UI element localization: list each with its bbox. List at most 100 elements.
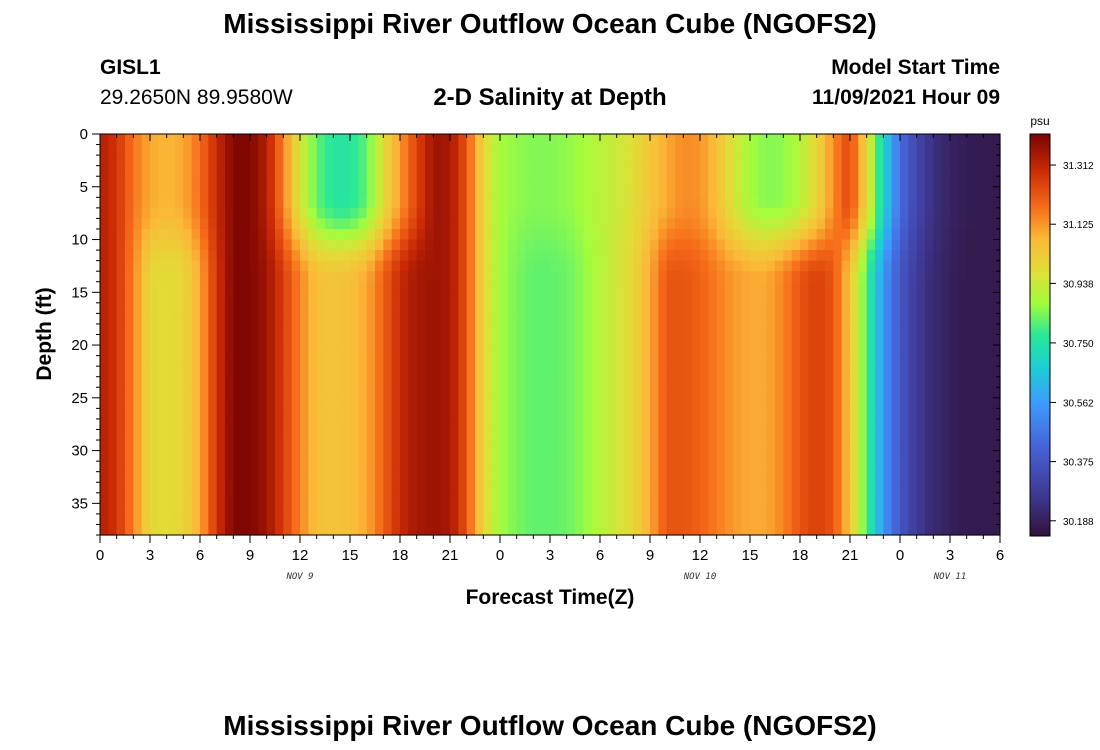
heatmap-cell [758,471,768,483]
heatmap-cell [141,524,151,536]
heatmap-cell [116,408,126,420]
heatmap-cell [333,513,343,526]
heatmap-cell [100,429,109,441]
y-tick-label: 15 [71,284,88,301]
heatmap-cell [641,376,651,388]
heatmap-cell [558,218,568,230]
heatmap-cell [808,440,818,452]
heatmap-cell [300,218,309,230]
heatmap-cell [541,450,551,462]
heatmap-cell [858,197,868,209]
heatmap-cell [333,418,343,431]
heatmap-cell [208,292,218,304]
heatmap-cell [775,260,784,272]
heatmap-cell [641,281,651,293]
heatmap-cell [366,250,376,262]
heatmap-cell [508,345,518,357]
heatmap-cell [141,513,151,526]
heatmap-cell [133,366,143,378]
heatmap-cell [941,228,951,241]
heatmap-cell [100,176,109,188]
heatmap-cell [916,165,926,177]
heatmap-cell [350,408,359,420]
heatmap-cell [650,155,659,167]
heatmap-cell [950,440,959,452]
heatmap-cell [925,281,934,293]
heatmap-cell [266,408,276,420]
heatmap-cell [791,134,801,146]
heatmap-cell [191,376,201,388]
heatmap-cell [300,376,309,388]
heatmap-cell [641,271,651,283]
heatmap-cell [525,492,534,504]
heatmap-cell [966,503,976,515]
heatmap-cell [550,207,559,220]
heatmap-cell [416,292,426,304]
heatmap-cell [733,355,743,367]
heatmap-cell [866,260,876,272]
heatmap-cell [758,271,768,283]
heatmap-cell [825,302,834,314]
heatmap-cell [700,165,709,177]
heatmap-cell [266,186,276,198]
heatmap-cell [183,429,193,441]
heatmap-cell [683,376,693,388]
heatmap-cell [808,345,818,357]
heatmap-cell [475,292,484,304]
heatmap-cell [475,461,484,473]
heatmap-cell [458,176,468,188]
heatmap-cell [125,313,134,325]
heatmap-cell [675,323,684,336]
heatmap-cell [825,461,834,473]
heatmap-cell [391,418,401,431]
heatmap-cell [758,450,768,462]
heatmap-cell [783,197,793,209]
heatmap-cell [416,186,426,198]
heatmap-cell [333,292,343,304]
heatmap-cell [583,260,593,272]
heatmap-cell [550,197,559,209]
heatmap-cell [500,461,509,473]
heatmap-cell [600,250,609,262]
heatmap-cell [425,218,434,230]
heatmap-cell [883,271,893,283]
heatmap-cell [150,186,159,198]
heatmap-cell [350,313,359,325]
heatmap-cell [891,397,901,409]
heatmap-cell [533,176,543,188]
heatmap-cell [566,450,576,462]
heatmap-cell [108,228,118,241]
heatmap-cell [841,376,851,388]
heatmap-cell [541,134,551,146]
heatmap-cell [741,408,751,420]
heatmap-cell [466,387,476,399]
heatmap-cell [525,376,534,388]
heatmap-cell [516,482,526,494]
heatmap-cell [583,450,593,462]
heatmap-cell [866,186,876,198]
heatmap-cell [416,461,426,473]
heatmap-cell [700,492,709,504]
heatmap-cell [250,302,259,314]
heatmap-cell [791,218,801,230]
heatmap-cell [233,524,243,536]
heatmap-cell [850,450,859,462]
heatmap-cell [991,228,1001,241]
heatmap-cell [525,239,534,251]
heatmap-cell [725,302,734,314]
heatmap-cell [483,239,493,251]
heatmap-cell [908,260,918,272]
heatmap-cell [275,292,284,304]
heatmap-cell [475,323,484,336]
heatmap-cell [100,165,109,177]
heatmap-cell [533,397,543,409]
heatmap-cell [641,250,651,262]
heatmap-cell [725,281,734,293]
heatmap-cell [358,302,368,314]
heatmap-cell [950,397,959,409]
heatmap-cell [466,471,476,483]
heatmap-cell [958,429,968,441]
heatmap-cell [300,492,309,504]
heatmap-cell [808,271,818,283]
heatmap-cell [841,313,851,325]
